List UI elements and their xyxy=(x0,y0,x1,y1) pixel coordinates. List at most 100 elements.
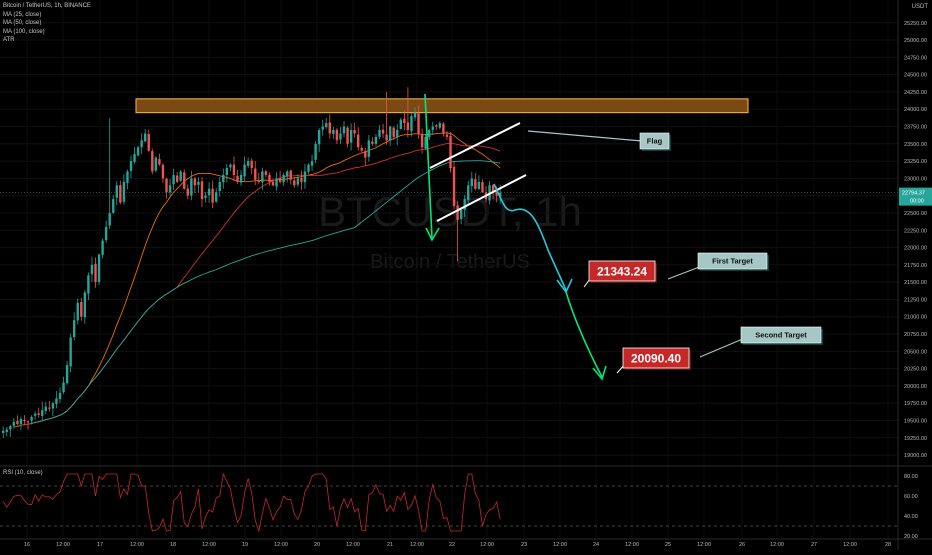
candle-body xyxy=(193,178,197,186)
rsi-tick-label: 60.00 xyxy=(904,494,918,500)
candle-body xyxy=(80,301,83,317)
candle-body xyxy=(459,209,463,220)
candle-body xyxy=(250,160,253,169)
candle-body xyxy=(321,126,324,130)
flag-lower-line xyxy=(436,174,527,222)
candle-body xyxy=(481,182,484,193)
candle-body xyxy=(197,181,200,185)
candle-body xyxy=(83,292,87,318)
price-tick-label: 24250.00 xyxy=(904,90,927,96)
candle-body xyxy=(229,164,232,168)
candle-body xyxy=(94,263,97,283)
candle-body xyxy=(257,180,260,182)
price-tick-label: 21500.00 xyxy=(904,280,927,286)
candle-body xyxy=(222,174,225,183)
indicator-ma50: MA (50, close) xyxy=(3,20,42,27)
candle-body xyxy=(438,123,442,128)
candle-body xyxy=(275,178,278,187)
time-tick-label: 12:00 xyxy=(770,542,784,548)
time-tick-label: 27 xyxy=(811,542,817,548)
candle-body xyxy=(112,199,115,213)
candle-body xyxy=(264,171,268,175)
candle-body xyxy=(161,164,165,179)
currency-label: USDT xyxy=(912,4,929,10)
candle-body xyxy=(104,226,108,241)
candle-body xyxy=(303,171,307,183)
first-target-callout-box xyxy=(697,252,768,270)
price-tick-label: 21750.00 xyxy=(904,263,927,269)
last-price-badge xyxy=(899,187,932,206)
candle-body xyxy=(364,151,367,158)
price-tick-label: 20500.00 xyxy=(904,349,927,355)
candle-body xyxy=(396,129,399,138)
candle-body xyxy=(310,161,314,166)
candle-body xyxy=(2,430,5,433)
candle-body xyxy=(133,154,136,162)
candle-body xyxy=(239,174,243,183)
price-tick-label: 23000.00 xyxy=(904,176,927,182)
flag-upper-line xyxy=(429,122,521,169)
candle-body xyxy=(403,118,406,124)
ma100-line xyxy=(31,160,501,424)
candle-body xyxy=(374,136,378,144)
candle-body xyxy=(268,174,271,182)
candle-body xyxy=(69,337,72,367)
candle-body xyxy=(16,421,19,424)
price-tick-label: 23750.00 xyxy=(904,125,927,131)
candle-body xyxy=(332,129,335,134)
candle-body xyxy=(37,413,40,415)
candle-body xyxy=(23,420,26,422)
candle-body xyxy=(115,185,118,198)
candle-body xyxy=(73,320,76,338)
candle-body xyxy=(381,129,385,134)
candle-body xyxy=(65,365,69,384)
time-tick-label: 12:00 xyxy=(625,542,639,548)
candle-body xyxy=(335,129,339,141)
price-tick-label: 22000.00 xyxy=(904,246,927,252)
candle-body xyxy=(353,130,356,134)
candle-body xyxy=(349,129,353,143)
rsi-layer xyxy=(0,465,932,533)
price-axis: 25250.00 25000.00 24750.00 24500.00 24250.00… xyxy=(897,0,932,550)
candle-body xyxy=(442,123,445,134)
price-tick-label: 20750.00 xyxy=(904,332,927,338)
candle-body xyxy=(467,185,470,201)
price-tick-label: 21250.00 xyxy=(904,297,927,303)
drawings-layer: Flag First Target Second Target 21343.24 200… xyxy=(424,93,823,381)
candle-body xyxy=(357,134,360,148)
candle-body xyxy=(48,407,51,409)
candle-body xyxy=(186,188,189,196)
candle-body xyxy=(190,178,193,196)
candle-body xyxy=(435,125,438,127)
time-tick-label: 26 xyxy=(739,542,745,548)
candle-body xyxy=(136,147,140,156)
candle-body xyxy=(218,181,221,191)
candle-body xyxy=(328,122,331,134)
first-target-callout-pointer xyxy=(667,265,703,280)
candle-body xyxy=(289,170,292,180)
rsi-legend: RSI (10, close) xyxy=(3,470,43,476)
time-tick-label: 12:00 xyxy=(346,542,360,548)
time-tick-label: 12:00 xyxy=(553,542,567,548)
rsi-tick-label: 80.00 xyxy=(904,474,918,480)
candle-body xyxy=(385,134,388,141)
candle-body xyxy=(495,192,498,196)
symbol-title: Bitcoin / TetherUS, 1h, BINANCE xyxy=(3,3,91,9)
candle-body xyxy=(360,147,363,151)
candle-body xyxy=(261,171,264,183)
candle-body xyxy=(97,254,101,282)
time-tick-label: 22 xyxy=(449,542,455,548)
rsi-tick-label: 20.00 xyxy=(904,534,918,540)
second-target-price-box xyxy=(622,347,690,369)
resistance-zone xyxy=(135,98,749,114)
flag-callout-label: Flag xyxy=(647,137,663,146)
candle-body xyxy=(286,171,289,177)
candle-body xyxy=(232,164,236,175)
candle-body xyxy=(325,123,328,128)
candle-body xyxy=(271,181,275,186)
candle-body xyxy=(204,195,207,199)
candle-body xyxy=(428,129,431,138)
candle-body xyxy=(410,116,413,132)
